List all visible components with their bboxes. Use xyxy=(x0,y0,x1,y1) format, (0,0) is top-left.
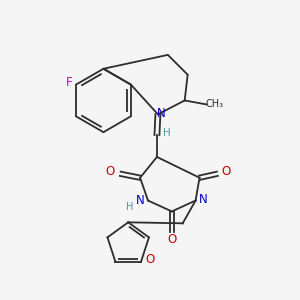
Text: N: N xyxy=(199,193,208,206)
Text: CH₃: CH₃ xyxy=(205,99,224,110)
Text: O: O xyxy=(167,233,176,246)
Text: O: O xyxy=(106,165,115,178)
Text: O: O xyxy=(222,165,231,178)
Text: N: N xyxy=(136,194,145,207)
Text: N: N xyxy=(157,107,165,120)
Text: H: H xyxy=(127,202,134,212)
Text: F: F xyxy=(66,76,72,89)
Text: O: O xyxy=(145,253,154,266)
Text: H: H xyxy=(163,128,171,138)
